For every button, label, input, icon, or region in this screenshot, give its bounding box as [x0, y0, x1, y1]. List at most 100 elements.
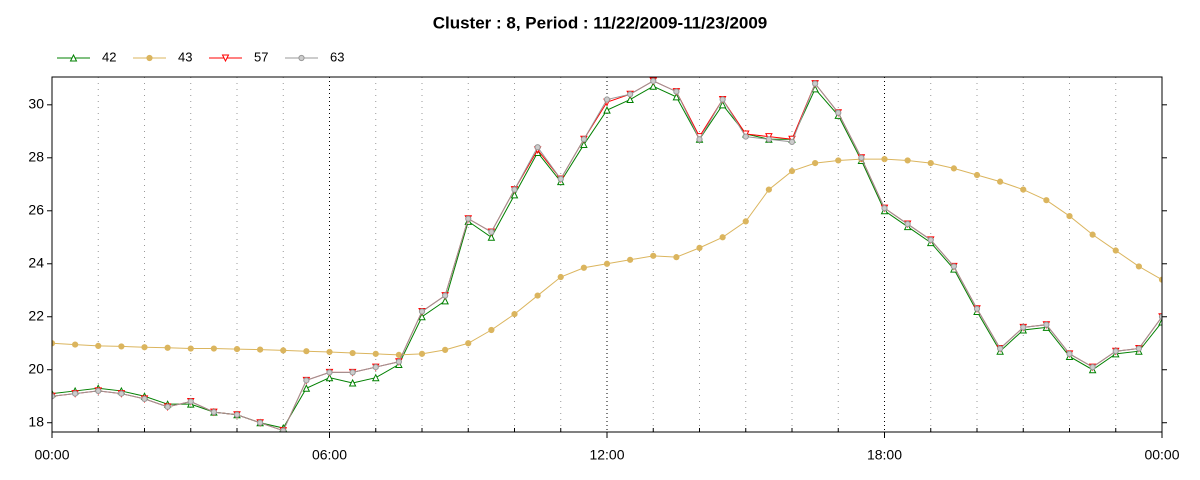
marker: [973, 171, 981, 179]
marker: [835, 157, 842, 164]
marker: [580, 264, 587, 271]
marker: [950, 263, 957, 270]
marker: [118, 343, 125, 350]
series: [52, 77, 1162, 432]
marker: [927, 236, 934, 244]
marker: [488, 326, 495, 334]
marker: [69, 53, 78, 62]
series: [52, 77, 1162, 432]
x-tick-label: 06:00: [312, 447, 347, 463]
marker: [1158, 276, 1162, 283]
marker: [141, 344, 148, 351]
marker: [418, 308, 426, 315]
legend-label: 63: [330, 49, 344, 64]
marker: [257, 346, 264, 353]
y-tick-label: 22: [28, 307, 44, 323]
marker: [95, 342, 102, 349]
marker: [1135, 345, 1142, 352]
marker: [349, 349, 356, 357]
marker: [395, 358, 402, 365]
marker: [511, 311, 518, 318]
legend-label: 57: [254, 49, 268, 64]
marker: [927, 160, 934, 167]
marker: [997, 345, 1004, 352]
marker: [788, 138, 796, 146]
marker: [210, 345, 217, 352]
marker: [812, 80, 819, 87]
marker: [257, 419, 264, 426]
marker: [72, 390, 79, 397]
marker: [146, 54, 153, 62]
marker: [1020, 324, 1027, 331]
marker: [1043, 197, 1050, 204]
marker: [650, 77, 657, 85]
marker: [371, 373, 380, 382]
marker: [488, 228, 495, 236]
marker: [326, 348, 333, 356]
marker: [487, 233, 496, 241]
y-tick-label: 20: [28, 360, 44, 376]
marker: [280, 427, 287, 432]
marker: [696, 136, 703, 143]
marker: [557, 273, 564, 281]
marker: [372, 350, 379, 357]
marker: [465, 215, 472, 222]
marker: [441, 296, 449, 305]
marker: [348, 378, 357, 387]
marker: [603, 96, 611, 103]
marker: [141, 395, 148, 402]
marker: [325, 373, 334, 382]
chart-title: Cluster : 8, Period : 11/22/2009-11/23/2…: [433, 13, 768, 32]
marker: [765, 186, 772, 193]
marker: [718, 100, 727, 109]
legend-label: 42: [102, 49, 116, 64]
plot-frame: [51, 76, 1163, 433]
marker: [672, 92, 681, 101]
marker: [603, 105, 611, 114]
marker: [719, 96, 726, 103]
marker: [696, 244, 703, 251]
marker: [298, 54, 305, 62]
marker: [1158, 317, 1162, 326]
marker: [973, 305, 981, 312]
legend-label: 43: [178, 49, 192, 64]
series: [52, 156, 1162, 359]
marker: [534, 144, 541, 151]
x-tick-label: 18:00: [867, 447, 902, 463]
marker: [511, 186, 518, 193]
marker: [465, 340, 472, 347]
marker: [858, 154, 865, 161]
marker: [418, 312, 426, 321]
marker: [303, 377, 310, 384]
marker: [673, 254, 680, 261]
marker: [1066, 350, 1073, 357]
marker: [835, 109, 842, 116]
marker: [221, 54, 230, 63]
marker: [881, 156, 888, 163]
marker: [510, 190, 519, 199]
marker: [303, 348, 310, 355]
marker: [719, 234, 726, 241]
marker: [627, 256, 634, 263]
marker: [118, 390, 125, 397]
marker: [811, 84, 819, 93]
marker: [950, 165, 957, 172]
marker: [1135, 263, 1142, 270]
marker: [1089, 231, 1096, 238]
marker: [164, 403, 171, 410]
marker: [788, 167, 796, 175]
marker: [349, 369, 356, 376]
marker: [904, 157, 911, 164]
x-tick-label: 00:00: [34, 447, 69, 463]
marker: [302, 384, 311, 392]
y-tick-label: 28: [28, 149, 44, 165]
marker: [997, 178, 1004, 185]
marker: [742, 133, 749, 140]
marker: [812, 160, 819, 167]
marker: [534, 292, 541, 299]
marker: [1043, 321, 1050, 328]
marker: [326, 369, 333, 376]
y-tick-label: 26: [28, 201, 44, 217]
